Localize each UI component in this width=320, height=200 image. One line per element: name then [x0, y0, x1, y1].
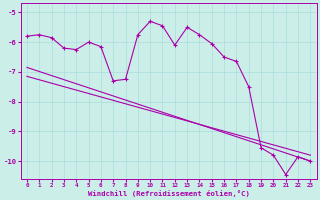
X-axis label: Windchill (Refroidissement éolien,°C): Windchill (Refroidissement éolien,°C): [88, 190, 250, 197]
